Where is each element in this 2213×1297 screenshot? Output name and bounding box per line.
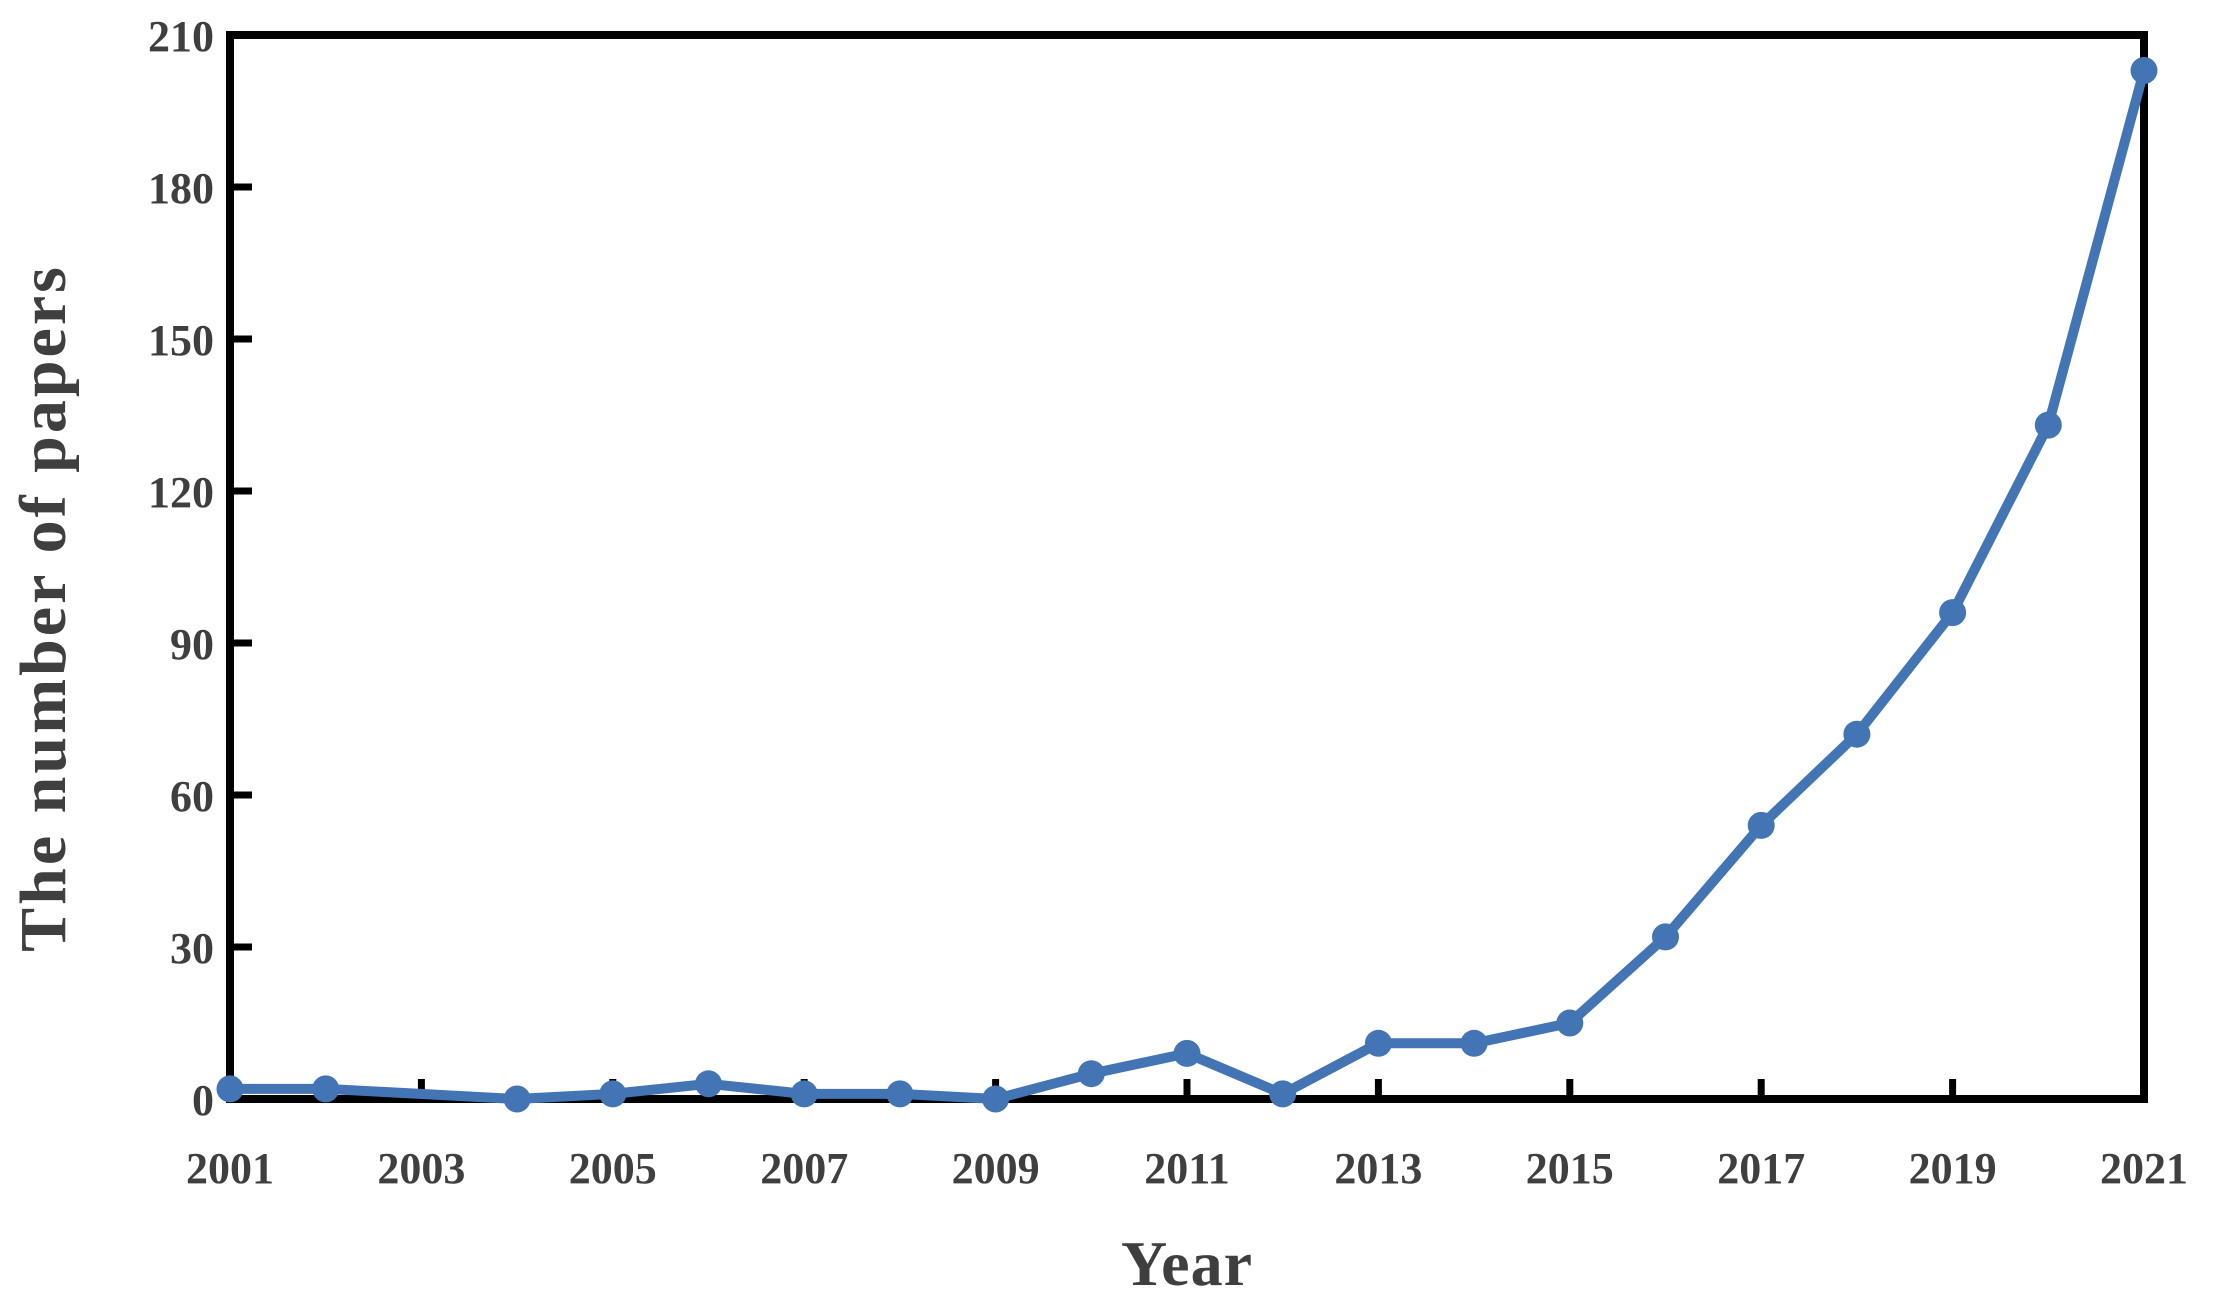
data-point (1843, 720, 1871, 748)
data-point (1077, 1060, 1105, 1088)
y-axis-title: The number of papers (7, 264, 80, 952)
y-tick-label: 150 (148, 316, 214, 365)
x-tick-label: 2007 (760, 1144, 848, 1193)
data-point (1939, 599, 1967, 627)
data-point (1747, 811, 1775, 839)
x-tick-label: 2001 (186, 1144, 274, 1193)
x-tick-label: 2015 (1526, 1144, 1614, 1193)
x-axis-title: Year (1121, 1228, 1253, 1297)
y-tick-label: 0 (192, 1076, 214, 1125)
x-tick-label: 2013 (1334, 1144, 1422, 1193)
data-point (695, 1070, 722, 1098)
data-point (2130, 57, 2158, 84)
data-point (312, 1075, 340, 1103)
x-tick-label: 2009 (952, 1144, 1040, 1193)
data-point (1460, 1029, 1488, 1057)
x-tick-label: 2017 (1717, 1144, 1805, 1193)
x-tick-label: 2003 (377, 1144, 465, 1193)
x-tick-label: 2019 (1909, 1144, 1997, 1193)
y-tick-label: 60 (170, 772, 214, 821)
data-point (1269, 1080, 1297, 1108)
data-point (503, 1085, 531, 1113)
data-point (2034, 411, 2062, 439)
data-point (1364, 1029, 1392, 1057)
y-tick-label: 210 (148, 12, 214, 61)
x-tick-label: 2021 (2100, 1144, 2188, 1193)
x-tick-label: 2005 (569, 1144, 657, 1193)
data-point (1652, 923, 1679, 951)
data-point (1173, 1039, 1201, 1067)
y-tick-label: 120 (148, 468, 214, 517)
x-tick-label: 2011 (1144, 1144, 1230, 1193)
data-point (216, 1075, 244, 1103)
data-point (790, 1080, 818, 1108)
y-tick-label: 90 (170, 620, 214, 669)
data-point (982, 1085, 1010, 1113)
y-tick-label: 180 (148, 164, 214, 213)
data-point (1556, 1009, 1584, 1037)
data-line (225, 65, 2149, 1104)
data-point (599, 1080, 627, 1108)
y-tick-label: 30 (170, 924, 214, 973)
plot-frame (226, 31, 2148, 1103)
data-point (886, 1080, 914, 1108)
